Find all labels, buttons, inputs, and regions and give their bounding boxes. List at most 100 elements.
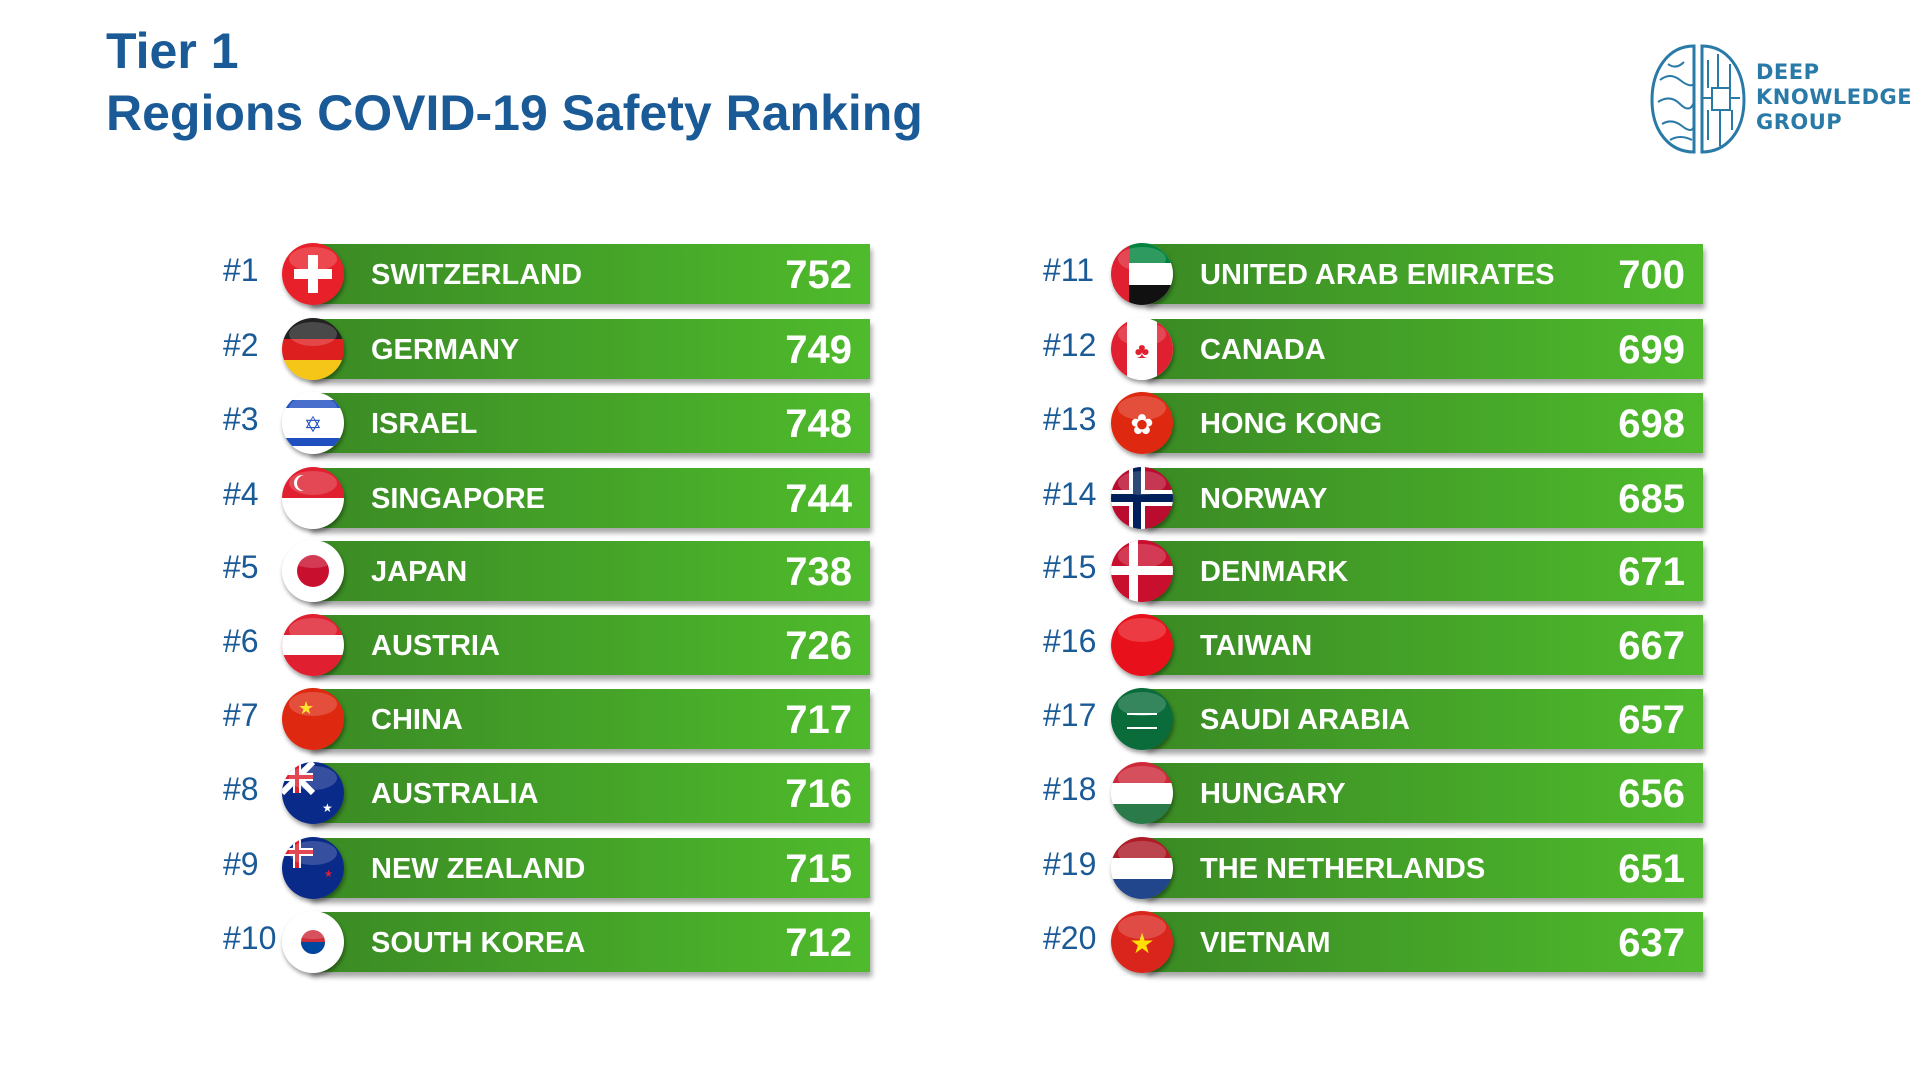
country-name: NORWAY	[1200, 483, 1328, 515]
at-flag-icon	[282, 614, 344, 676]
hk-flag-icon: ✿	[1111, 392, 1173, 454]
logo-text-line1: DEEP	[1756, 60, 1820, 84]
sg-flag-icon	[282, 467, 344, 529]
score-value: 656	[1618, 772, 1685, 816]
country-name: ISRAEL	[371, 408, 478, 440]
score-value: 717	[785, 698, 852, 742]
score-bar: 748	[309, 393, 870, 453]
svg-text:★: ★	[322, 801, 333, 815]
country-name: SWITZERLAND	[371, 259, 583, 291]
brain-circuit-icon	[1650, 44, 1746, 154]
country-name: SINGAPORE	[371, 483, 546, 515]
country-name: DENMARK	[1200, 556, 1349, 588]
country-name: CHINA	[371, 704, 463, 736]
ranking-row: #17 657 SAUDI ARABIA	[0, 688, 1918, 750]
logo-text-line2: KNOWLEDGE	[1756, 85, 1913, 109]
rank-label: #11	[1043, 252, 1095, 288]
nz-flag-icon: ★	[282, 837, 344, 899]
jp-flag-icon	[282, 540, 344, 602]
score-bar: 749	[309, 319, 870, 379]
rank-label: #3	[223, 401, 259, 437]
score-value: 685	[1618, 477, 1685, 521]
sa-flag-icon	[1111, 688, 1173, 750]
country-name: TAIWAN	[1200, 630, 1313, 662]
rank-label: #7	[223, 697, 259, 733]
dk-flag-icon	[1111, 540, 1173, 602]
ca-flag-icon: ♣	[1111, 318, 1173, 380]
ranking-row: #9 715 NEW ZEALAND ★	[0, 837, 1918, 899]
rank-label: #10	[223, 920, 277, 956]
rank-label: #19	[1043, 846, 1097, 882]
country-name: AUSTRIA	[371, 630, 500, 662]
ranking-row: #16 667 TAIWAN	[0, 614, 1918, 676]
ch-flag-icon	[282, 243, 344, 305]
country-name: THE NETHERLANDS	[1200, 853, 1486, 885]
logo-text-line3: GROUP	[1756, 110, 1843, 134]
score-value: 738	[785, 550, 852, 594]
ae-flag-icon	[1111, 243, 1173, 305]
ranking-row: #19 651 THE NETHERLANDS	[0, 837, 1918, 899]
score-value: 744	[785, 477, 852, 521]
ranking-row: #14 685 NORWAY	[0, 467, 1918, 529]
hu-flag-icon	[1111, 762, 1173, 824]
rank-label: #2	[223, 327, 259, 363]
score-value: 712	[785, 921, 852, 965]
score-bar: 685	[1145, 468, 1703, 528]
country-name: HONG KONG	[1200, 408, 1383, 440]
score-bar: 637	[1145, 912, 1703, 972]
country-name: UNITED ARAB EMIRATES	[1200, 259, 1555, 291]
ranking-row: #20 637 VIETNAM ★	[0, 911, 1918, 973]
cn-flag-icon: ★	[282, 688, 344, 750]
ranking-row: #1 752 SWITZERLAND	[0, 243, 1918, 305]
rank-label: #15	[1043, 549, 1097, 585]
il-flag-icon: ✡	[282, 392, 344, 454]
rank-label: #9	[223, 846, 259, 882]
ranking-row: #15 671 DENMARK	[0, 540, 1918, 602]
ranking-row: #5 738 JAPAN	[0, 540, 1918, 602]
ranking-row: #11 700 UNITED ARAB EMIRATES	[0, 243, 1918, 305]
tw-flag-icon	[1111, 614, 1173, 676]
au-flag-icon: ★	[282, 762, 344, 824]
ranking-row: #13 698 HONG KONG ✿	[0, 392, 1918, 454]
ranking-row: #18 656 HUNGARY	[0, 762, 1918, 824]
country-name: HUNGARY	[1200, 778, 1346, 810]
score-value: 716	[785, 772, 852, 816]
ranking-row: #6 726 AUSTRIA	[0, 614, 1918, 676]
score-bar: 726	[309, 615, 870, 675]
rank-label: #16	[1043, 623, 1097, 659]
rank-label: #17	[1043, 697, 1097, 733]
no-flag-icon	[1111, 467, 1173, 529]
svg-text:✿: ✿	[1130, 409, 1153, 440]
ranking-row: #2 749 GERMANY	[0, 318, 1918, 380]
page-title: Regions COVID-19 Safety Ranking	[106, 85, 923, 141]
ranking-row: #3 748 ISRAEL ✡	[0, 392, 1918, 454]
score-value: 657	[1618, 698, 1685, 742]
country-name: SOUTH KOREA	[371, 927, 586, 959]
de-flag-icon	[282, 318, 344, 380]
score-bar: 699	[1145, 319, 1703, 379]
rank-label: #1	[223, 252, 259, 288]
country-name: GERMANY	[371, 334, 520, 366]
score-bar: 671	[1145, 541, 1703, 601]
score-bar: 698	[1145, 393, 1703, 453]
country-name: SAUDI ARABIA	[1200, 704, 1410, 736]
score-bar: 656	[1145, 763, 1703, 823]
score-value: 752	[785, 253, 852, 297]
country-name: CANADA	[1200, 334, 1326, 366]
score-value: 700	[1618, 253, 1685, 297]
score-value: 749	[785, 328, 852, 372]
vn-flag-icon: ★	[1111, 911, 1173, 973]
score-value: 671	[1618, 550, 1685, 594]
ranking-row: #7 717 CHINA ★	[0, 688, 1918, 750]
score-value: 699	[1618, 328, 1685, 372]
score-value: 748	[785, 402, 852, 446]
score-value: 667	[1618, 624, 1685, 668]
rank-label: #12	[1043, 327, 1097, 363]
score-value: 651	[1618, 847, 1685, 891]
rank-label: #13	[1043, 401, 1097, 437]
score-bar: 651	[1145, 838, 1703, 898]
deep-knowledge-group-logo: DEEP KNOWLEDGE GROUP	[1648, 40, 1912, 158]
score-bar: 716	[309, 763, 870, 823]
page-title-tier: Tier 1	[106, 23, 239, 79]
country-name: NEW ZEALAND	[371, 853, 586, 885]
